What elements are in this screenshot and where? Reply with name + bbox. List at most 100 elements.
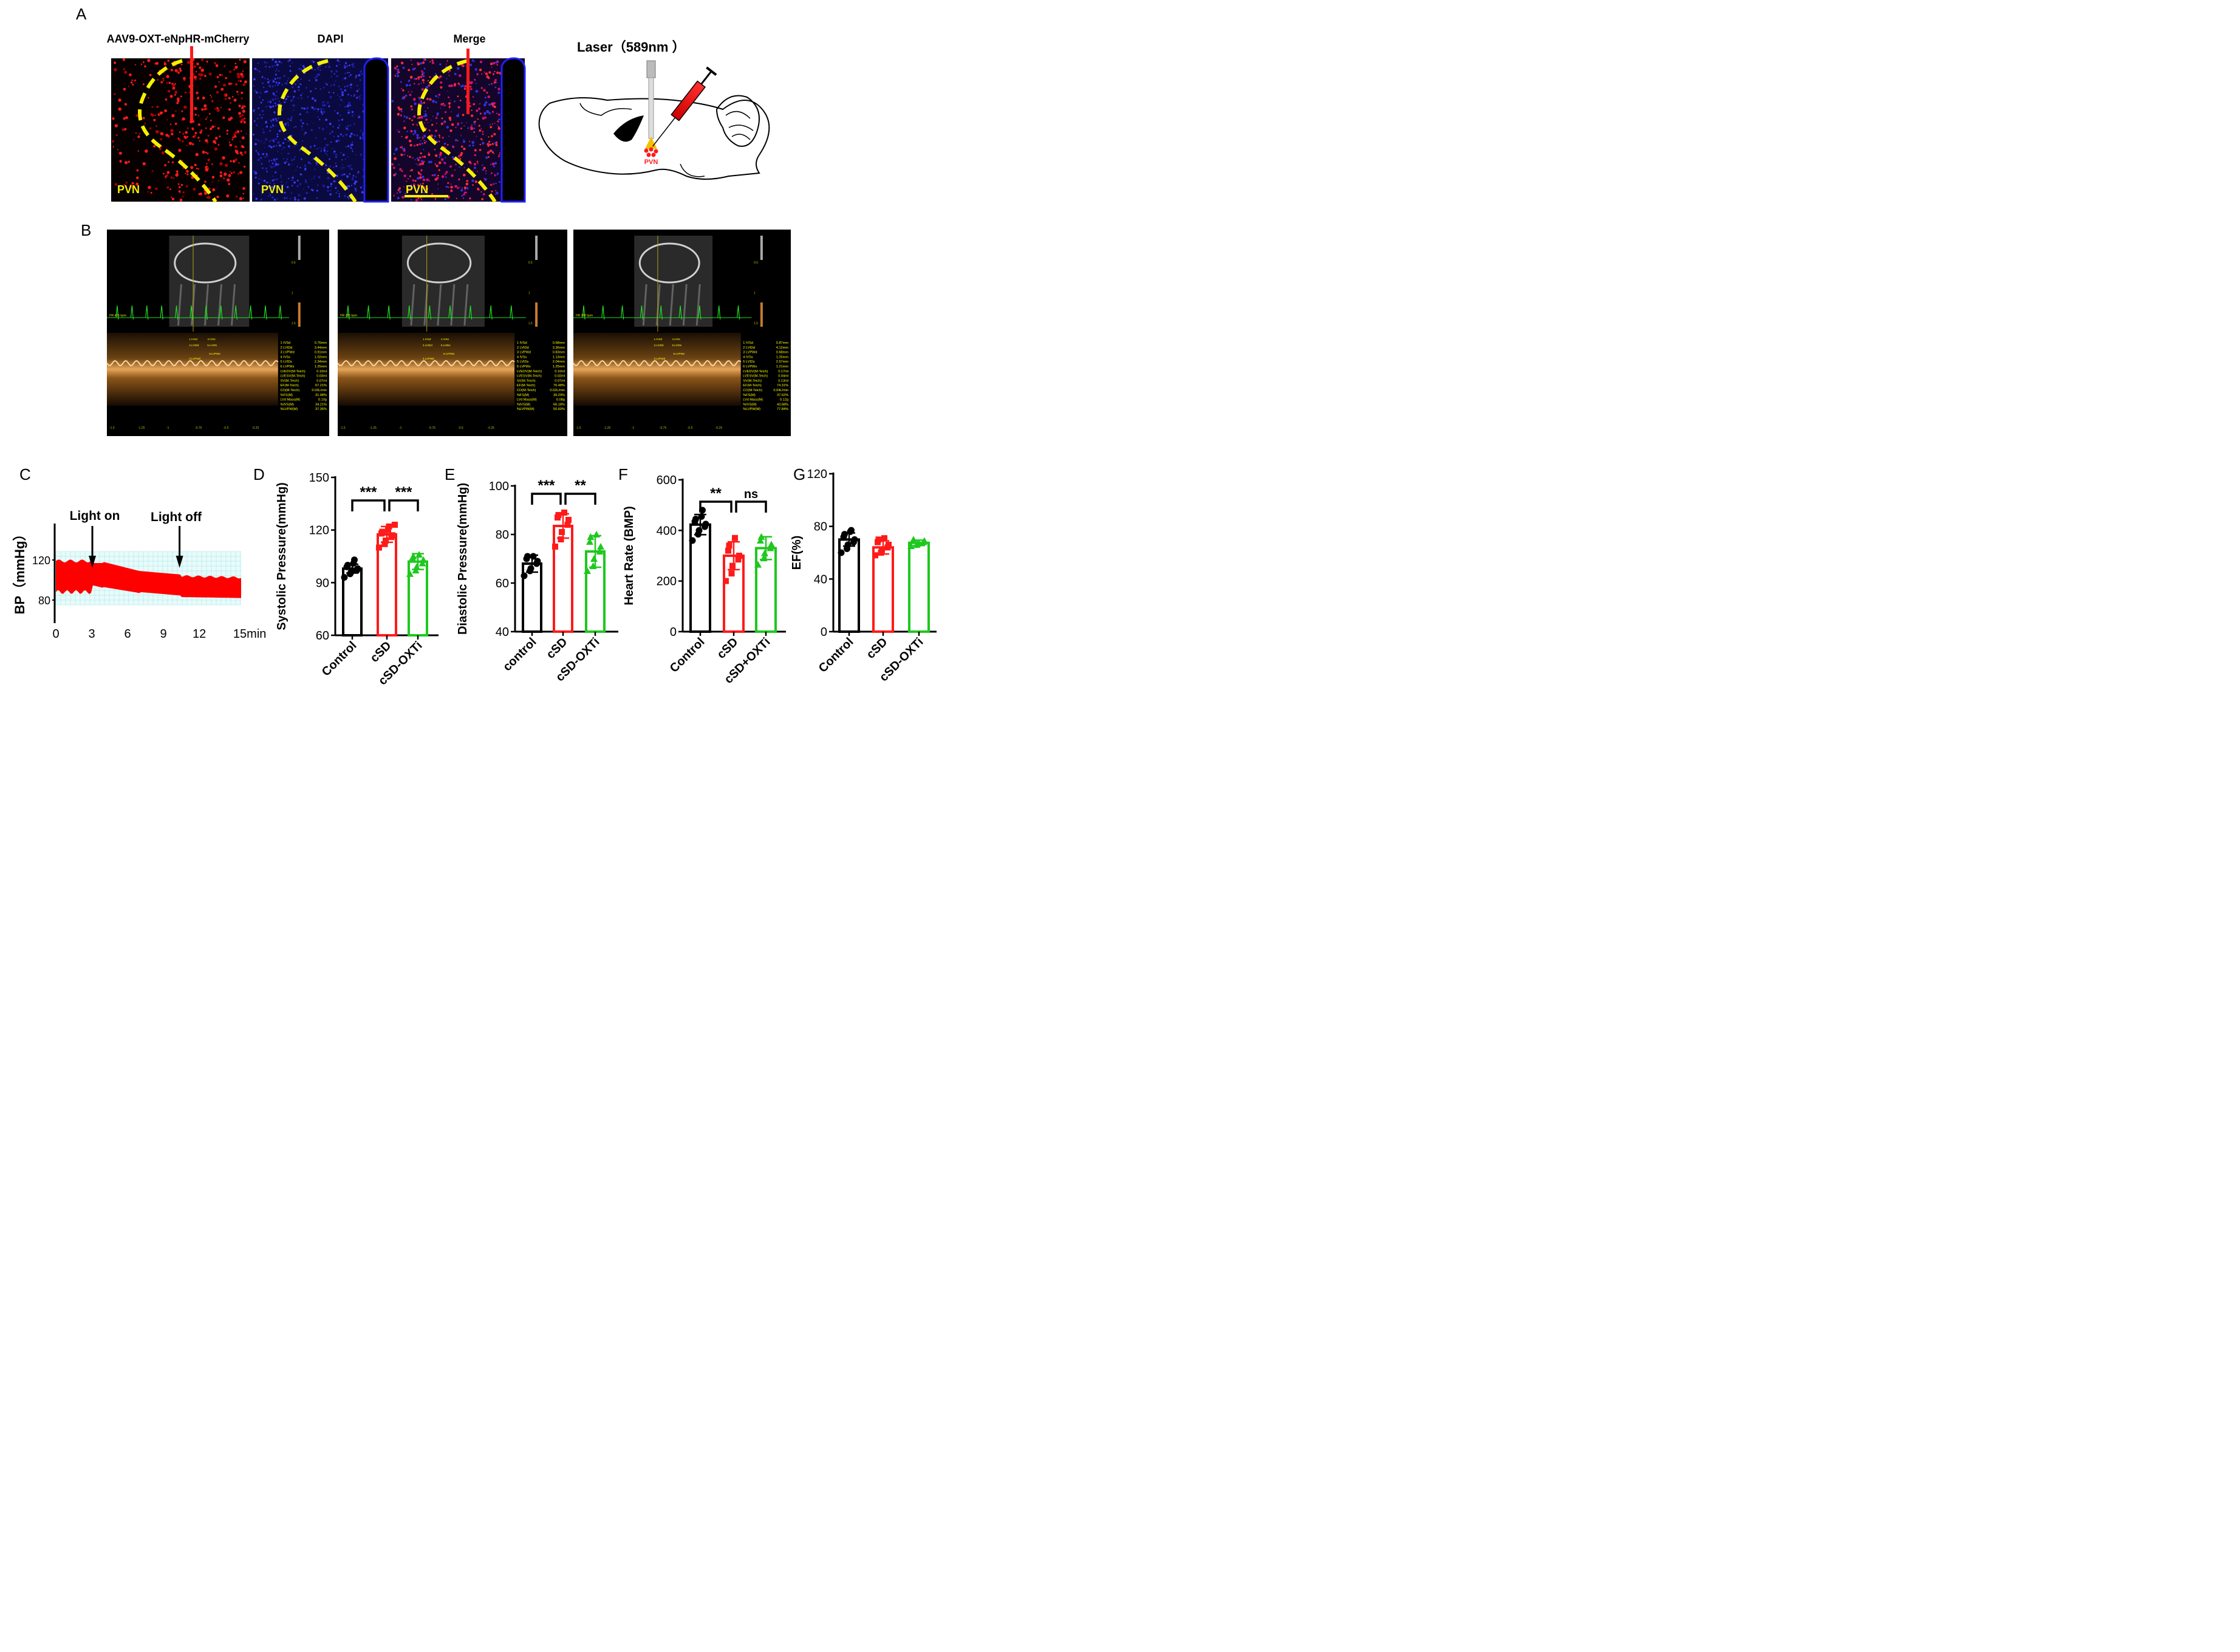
measure-value: 0.02ml	[555, 375, 565, 378]
measure-value: 67.21%	[315, 384, 327, 387]
measure-value: 0.07ml	[316, 379, 327, 383]
measure-name: CO(M-Teich)	[743, 389, 762, 392]
diastolic-chart: 40 60 80 100 Diastolic Pressure(mmHg) control…	[456, 477, 618, 684]
bp-x-tick: 6	[125, 627, 131, 641]
marker-label: 3.LVPWd	[423, 357, 434, 360]
measure-value: 0.10g	[318, 398, 327, 402]
data-point	[872, 552, 878, 559]
depth-tick: 1.5	[754, 322, 758, 326]
data-point	[728, 570, 735, 577]
data-point	[596, 548, 604, 555]
brain-schematic: Laser（589nm ） PVN	[538, 39, 770, 180]
measure-name: LVd Mass(M)	[280, 398, 300, 402]
measure-name: 5 LVIDs	[280, 360, 292, 364]
data-point	[530, 553, 537, 560]
marker-label: 4.IVSs	[672, 338, 680, 341]
marker-label: 2.LVIDd	[654, 344, 663, 347]
significance-bracket	[564, 493, 596, 505]
marker-label: 6.LVPWs	[674, 352, 685, 355]
data-point	[844, 541, 852, 548]
y-tick-label: 150	[309, 471, 329, 485]
measure-value: 0.07ml	[555, 379, 565, 383]
measure-name: EF(M-Teich)	[743, 384, 762, 387]
time-tick: -1.25	[604, 426, 611, 430]
data-point	[589, 562, 597, 569]
measure-value: 2.04mm	[553, 360, 565, 364]
measure-value: 76.48%	[553, 384, 565, 387]
pvn-label: PVN	[406, 183, 428, 196]
marker-label: 2.LVIDd	[423, 344, 432, 347]
depth-tick: 1.5	[292, 322, 296, 326]
depth-tick: 0.5	[528, 261, 533, 265]
data-point	[736, 553, 742, 559]
measure-name: EF(M-Teich)	[517, 384, 536, 387]
measure-name: %LVPW(M)	[280, 408, 298, 411]
measure-name: 2 LVIDd	[517, 346, 529, 350]
depth-tick: 0.5	[754, 261, 758, 265]
light-arrows	[89, 526, 183, 568]
time-tick: -1	[632, 426, 635, 430]
measure-name: 5 LVIDs	[743, 360, 755, 364]
systolic-chart: 60 90 120 150 Systolic Pressure(mmHg) Control…	[275, 471, 439, 688]
marker-label: 5.LVIDs	[441, 344, 451, 347]
y-tick-label: 0	[821, 626, 827, 639]
time-tick: -1	[166, 426, 169, 430]
figure: A AAV9-OXT-eNpHR-mCherry DAPI Merge PVN …	[12, 5, 937, 688]
measure-value: 1.25mm	[315, 365, 327, 369]
measure-name: %FS(M)	[280, 394, 293, 397]
significance-label: ***	[360, 484, 377, 500]
time-tick: -0.75	[195, 426, 202, 430]
time-tick: -0.5	[688, 426, 693, 430]
measure-value: 0.03L/min	[312, 389, 327, 392]
measure-name: 1 IVSd	[517, 341, 527, 345]
measure-value: 0.10ml	[555, 370, 565, 374]
image-title-dapi: DAPI	[317, 33, 343, 45]
arrow-head	[89, 556, 97, 568]
hr-label: HR 285 bpm	[340, 314, 357, 318]
y-tick-label: 120	[309, 524, 329, 538]
data-point	[389, 532, 395, 539]
time-tick: -0.75	[660, 426, 667, 430]
measure-value: 0.02L/min	[550, 389, 565, 392]
y-tick-label: 90	[316, 576, 329, 590]
data-point	[723, 578, 729, 584]
marker-label: 3.LVPWd	[189, 357, 200, 360]
data-point	[761, 549, 768, 556]
laser-label: Laser（589nm ）	[577, 39, 686, 55]
measure-value: 66.18%	[553, 403, 565, 406]
marker-label: 5.LVIDs	[672, 344, 681, 347]
m-mode-strip	[573, 333, 741, 406]
data-point	[418, 559, 426, 567]
measure-value: 0.08g	[556, 398, 565, 402]
measure-value: 0.68mm	[553, 341, 565, 345]
significance-bracket	[699, 500, 732, 513]
data-point	[392, 522, 398, 528]
data-point	[386, 523, 392, 530]
measure-name: %LVPW(M)	[517, 408, 534, 411]
panel-c: C BP（mmHg） 120 80 0 3 6 9 12 15min Light on L…	[12, 465, 266, 641]
data-point	[385, 527, 391, 533]
data-point	[344, 561, 351, 568]
measure-name: LVESV(M-Teich)	[743, 375, 768, 378]
data-point	[702, 521, 709, 528]
measure-name: LVd Mass(M)	[743, 398, 763, 402]
time-tick: -0.25	[488, 426, 495, 430]
data-point	[524, 553, 531, 560]
bp-x-tick: 12	[193, 627, 206, 641]
measure-value: 43.68%	[777, 403, 788, 406]
echo-image-3: 0.5 1 1.5 HR 288 bpm 1.IVSd 4.IVSs 2.LVIDd 5.LV…	[573, 230, 791, 436]
measure-name: SV(M-Teich)	[280, 379, 299, 383]
m-mode-strip	[338, 333, 515, 406]
significance-label: **	[575, 477, 586, 494]
data-point	[848, 527, 855, 534]
data-point	[383, 538, 389, 544]
y-tick-label: 0	[670, 626, 677, 639]
measure-value: 34.21%	[315, 403, 327, 406]
panel-letter-a: A	[76, 5, 87, 23]
y-tick-label: 40	[496, 626, 509, 639]
time-tick: -0.5	[224, 426, 229, 430]
data-point	[692, 516, 699, 523]
measure-value: 31.98%	[315, 394, 327, 397]
